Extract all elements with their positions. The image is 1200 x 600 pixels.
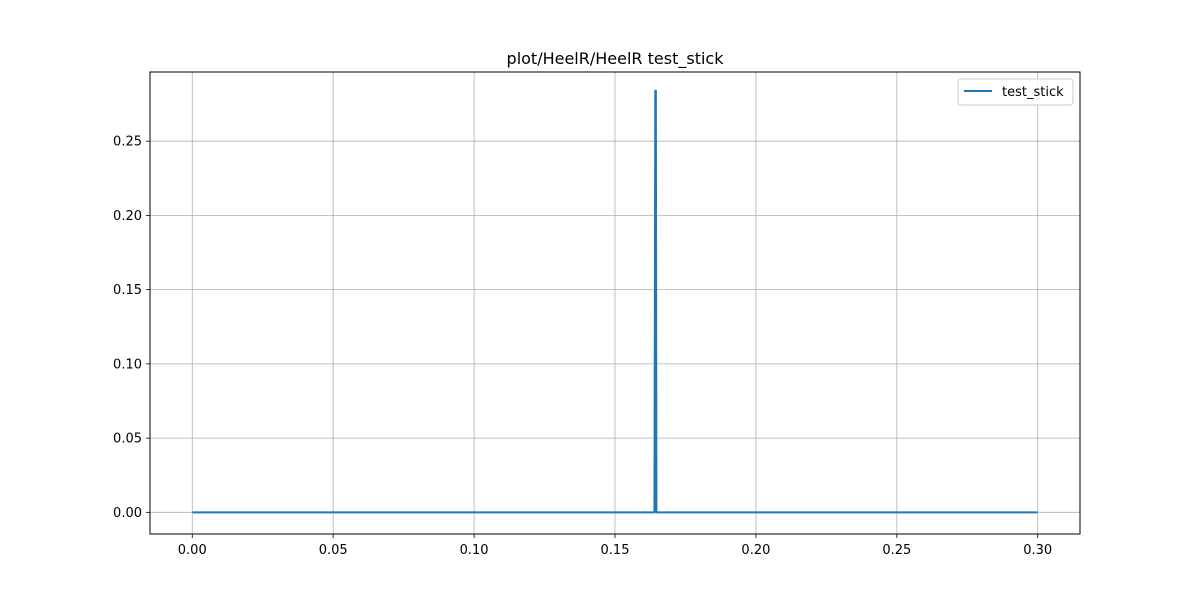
y-tick-label: 0.10 — [113, 357, 142, 372]
x-tick-label: 0.10 — [460, 543, 489, 558]
series-group — [192, 89, 1038, 514]
y-tick-label: 0.15 — [113, 283, 142, 298]
y-tick-label: 0.20 — [113, 209, 142, 224]
chart-title: plot/HeelR/HeelR test_stick — [507, 49, 725, 69]
x-tick-label: 0.00 — [178, 543, 207, 558]
y-tick-label: 0.00 — [113, 506, 142, 521]
y-axis-ticks: 0.00 0.05 0.10 0.15 0.20 0.25 — [113, 135, 150, 521]
plot-frame — [149, 71, 1081, 535]
legend-label-test-stick: test_stick — [1002, 85, 1064, 100]
x-tick-label: 0.15 — [601, 543, 630, 558]
x-tick-label: 0.20 — [741, 543, 770, 558]
legend-box — [957, 78, 1074, 106]
legend: test_stick — [957, 78, 1074, 106]
y-tick-label: 0.25 — [113, 135, 142, 150]
y-tick-label: 0.05 — [113, 432, 142, 447]
x-axis-ticks: 0.00 0.05 0.10 0.15 0.20 0.25 0.30 — [178, 534, 1052, 558]
x-tick-label: 0.05 — [319, 543, 348, 558]
series-line-test-stick — [192, 89, 1038, 514]
x-tick-label: 0.25 — [882, 543, 911, 558]
x-tick-label: 0.30 — [1023, 543, 1052, 558]
